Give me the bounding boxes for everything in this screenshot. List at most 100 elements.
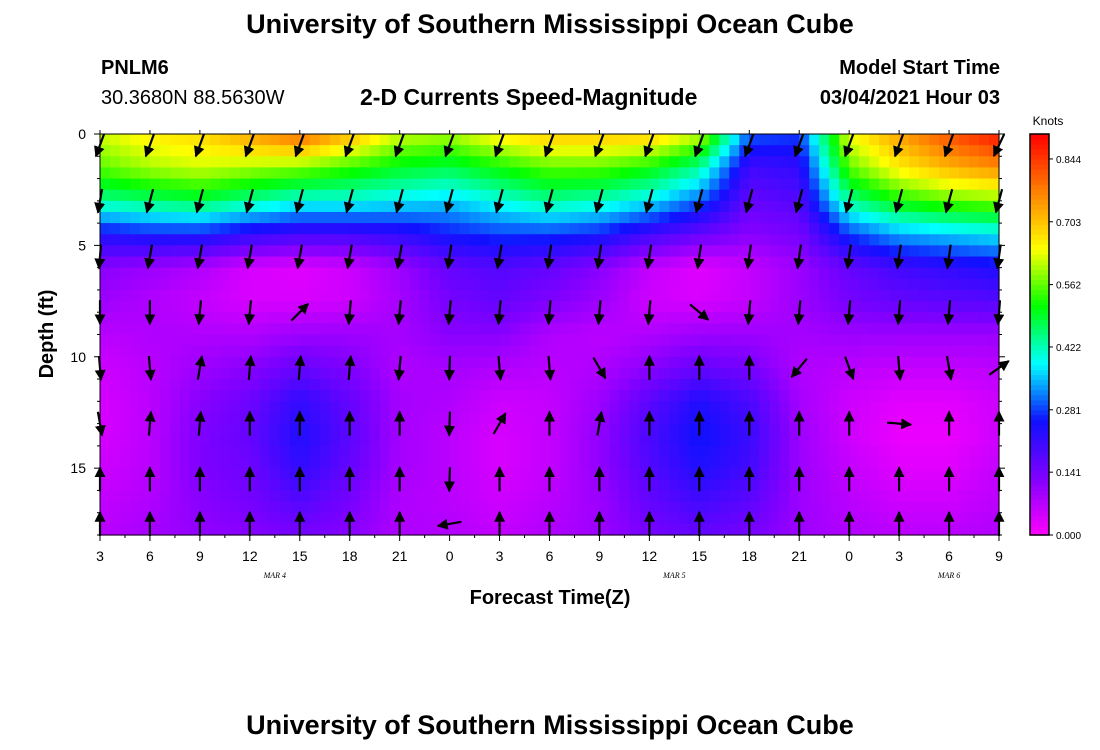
heatmap-cell [109, 512, 121, 525]
heatmap-cell [829, 356, 840, 369]
heatmap-cell [719, 345, 730, 358]
heatmap-cell [929, 434, 940, 447]
heatmap-cell [969, 445, 980, 458]
heatmap-cell [929, 423, 940, 436]
heatmap-cell [779, 334, 790, 347]
heatmap-cell [559, 401, 571, 414]
heatmap-cell [369, 523, 381, 536]
heatmap-cell [919, 200, 930, 213]
heatmap-cell [549, 267, 561, 280]
heatmap-cell [199, 289, 211, 302]
heatmap-cell [739, 479, 750, 492]
heatmap-cell [319, 379, 331, 391]
heatmap-cell [679, 379, 690, 391]
current-vector-arrow [243, 188, 255, 214]
heatmap-cell [909, 523, 920, 536]
heatmap-cell [619, 200, 631, 213]
heatmap-cell [859, 211, 870, 224]
heatmap-cell [969, 200, 980, 213]
heatmap-cell [639, 156, 650, 169]
heatmap-cell [319, 211, 331, 224]
heatmap-cell [869, 412, 880, 425]
heatmap-cell [279, 289, 291, 302]
heatmap-cell [389, 223, 401, 235]
heatmap-cell [859, 390, 870, 402]
heatmap-cell [289, 490, 301, 503]
heatmap-cell [629, 412, 640, 425]
heatmap-cell [329, 189, 341, 202]
heatmap-cell [239, 457, 251, 469]
heatmap-cell [879, 479, 890, 492]
heatmap-cell [329, 334, 341, 347]
colorbar-frame [1029, 133, 1050, 536]
heatmap-cell [489, 390, 501, 402]
heatmap-cell [709, 356, 720, 369]
heatmap-cell [289, 523, 301, 536]
heatmap-cell [839, 323, 850, 336]
heatmap-cell [729, 256, 740, 269]
heatmap-cell [849, 523, 860, 536]
heatmap-cell [299, 523, 311, 536]
heatmap-cell [649, 445, 660, 458]
heatmap-cell [129, 245, 141, 258]
heatmap-cell [909, 189, 920, 202]
heatmap-cell [229, 412, 241, 425]
heatmap-cell [269, 234, 281, 246]
heatmap-cell [459, 423, 471, 436]
heatmap-cell [619, 189, 631, 202]
heatmap-cell [219, 223, 231, 235]
heatmap-cell [479, 156, 491, 169]
heatmap-cell [119, 379, 131, 391]
heatmap-cell [559, 501, 571, 514]
current-vector-arrow [244, 300, 256, 326]
heatmap-cell [709, 156, 720, 169]
heatmap-cell [279, 412, 291, 425]
heatmap-cell [209, 390, 221, 402]
heatmap-cell [100, 134, 111, 146]
heatmap-cell [729, 156, 740, 169]
heatmap-cell [699, 211, 710, 224]
heatmap-cell [769, 267, 780, 280]
heatmap-cell [849, 134, 860, 146]
heatmap-cell [199, 178, 211, 191]
heatmap-cell [759, 401, 770, 414]
heatmap-cell [609, 356, 621, 369]
heatmap-cell [729, 490, 740, 503]
heatmap-cell [159, 267, 171, 280]
heatmap-cell [389, 334, 401, 347]
heatmap-cell [239, 134, 251, 146]
heatmap-cell [649, 134, 660, 146]
heatmap-cell [109, 167, 121, 180]
heatmap-cell [969, 501, 980, 514]
heatmap-cell [919, 323, 930, 336]
heatmap-cell [509, 167, 521, 180]
heatmap-cell [779, 178, 790, 191]
heatmap-cell [299, 278, 311, 291]
heatmap-cell [499, 289, 511, 302]
current-vector-arrow [693, 133, 705, 158]
heatmap-cell [399, 468, 411, 480]
heatmap-cell [459, 211, 471, 224]
heatmap-cell [749, 289, 760, 302]
heatmap-cell [459, 379, 471, 391]
heatmap-cell [819, 278, 830, 291]
heatmap-cell [559, 312, 571, 324]
heatmap-cell [919, 312, 930, 324]
heatmap-cell [369, 423, 381, 436]
heatmap-cell [919, 345, 930, 358]
colorbar-swatch [1030, 234, 1049, 240]
heatmap-cell [879, 445, 890, 458]
heatmap-cell [709, 312, 720, 324]
heatmap-cell [799, 267, 810, 280]
heatmap-cell [189, 289, 201, 302]
heatmap-cell [949, 379, 960, 391]
heatmap-cell [229, 245, 241, 258]
heatmap-cell [629, 423, 640, 436]
current-vector-arrow [144, 355, 156, 381]
heatmap-cell [399, 323, 411, 336]
heatmap-cell [949, 323, 960, 336]
heatmap-cell [169, 334, 181, 347]
heatmap-cell [849, 256, 860, 269]
heatmap-cell [479, 334, 491, 347]
heatmap-cell [399, 200, 411, 213]
